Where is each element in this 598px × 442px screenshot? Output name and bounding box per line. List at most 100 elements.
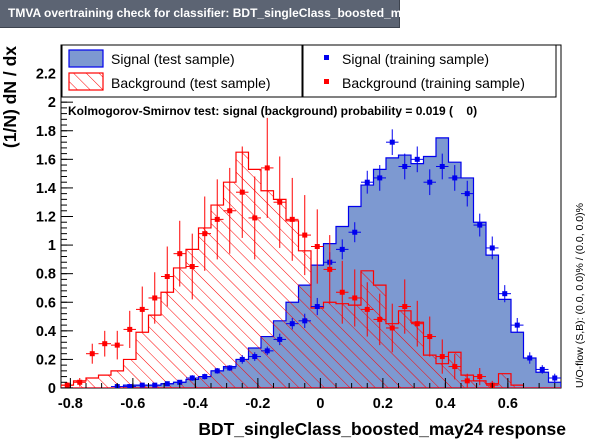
y-tick-label: 1.6 (36, 152, 56, 168)
background-training-point (461, 373, 474, 388)
background-training-point (86, 343, 99, 364)
signal-training-marker (302, 318, 308, 324)
uoflow-text: U/O-flow (S,B): (0.0, 0.0)% / (0.0, 0.0)… (574, 203, 586, 388)
title-box: TMVA overtraining check for classifier: … (0, 0, 428, 28)
background-training-marker (352, 295, 358, 301)
points-layer (61, 117, 561, 388)
background-training-point (373, 293, 386, 346)
x-tick-label: 0.6 (498, 396, 518, 412)
signal-training-point (336, 239, 349, 260)
x-axis-title: BDT_singleClass_boosted_may24 response (198, 419, 566, 439)
background-training-marker (164, 274, 170, 280)
signal-training-marker (489, 245, 495, 251)
y-tick-label: 1.4 (36, 181, 56, 197)
signal-training-marker (189, 375, 195, 381)
background-training-marker (389, 325, 395, 331)
signal-training-marker (352, 229, 358, 235)
legend-label-signal-test: Signal (test sample) (111, 51, 235, 67)
background-training-point (423, 316, 436, 357)
background-training-marker (264, 165, 270, 171)
background-training-point (248, 176, 261, 260)
background-training-point (436, 339, 449, 374)
x-tick-label: -0.4 (183, 396, 208, 412)
background-training-point (311, 209, 324, 284)
signal-training-point (123, 384, 136, 388)
signal-training-point (436, 153, 449, 180)
y-tick-label: 1.2 (36, 210, 56, 226)
signal-training-marker (127, 384, 133, 388)
signal-training-marker (527, 355, 533, 361)
background-training-point (348, 269, 361, 327)
signal-training-marker (227, 365, 233, 371)
x-tick-label: 0 (316, 396, 324, 412)
background-training-marker (302, 232, 308, 238)
background-training-marker (289, 216, 295, 222)
background-training-marker (464, 378, 470, 384)
background-training-marker (152, 295, 158, 301)
background-training-point (273, 156, 286, 248)
signal-training-marker (377, 175, 383, 181)
background-training-marker (439, 354, 445, 360)
background-training-marker (252, 215, 258, 221)
background-training-marker (89, 351, 95, 357)
signal-training-point (223, 365, 236, 371)
ks-test-text: Kolmogorov-Smirnov test: signal (backgro… (68, 104, 477, 118)
background-training-marker (127, 326, 133, 332)
signal-training-point (536, 365, 549, 374)
legend-swatch-signal-test (68, 49, 104, 68)
background-training-point (136, 286, 149, 333)
background-training-marker (239, 189, 245, 195)
signal-training-point (398, 153, 411, 180)
signal-training-point (423, 169, 436, 196)
signal-training-marker (277, 336, 283, 342)
background-training-marker (214, 216, 220, 222)
y-tick-label: 0.8 (36, 267, 56, 283)
signal-training-point (461, 180, 474, 207)
background-training-point (411, 300, 424, 347)
legend-box-training (302, 44, 557, 98)
background-training-point (398, 279, 411, 334)
background-training-point (386, 303, 399, 353)
background-training-marker (202, 231, 208, 237)
signal-training-point (348, 222, 361, 243)
background-training-point (298, 195, 311, 276)
signal-training-point (148, 382, 161, 388)
background-training-point (261, 117, 274, 218)
signal-training-marker (264, 348, 270, 354)
signal-training-marker (414, 156, 420, 162)
background-training-point (211, 179, 224, 260)
background-training-marker (427, 334, 433, 340)
signal-training-marker (252, 354, 258, 360)
background-training-point (323, 235, 336, 304)
background-training-marker (452, 364, 458, 370)
background-training-point (173, 220, 186, 287)
x-tick-label: -0.2 (245, 396, 270, 412)
background-training-point (98, 330, 111, 357)
signal-training-marker (514, 322, 520, 328)
y-tick-label: 2 (48, 95, 56, 111)
background-training-marker (77, 379, 83, 385)
signal-training-marker (214, 368, 220, 374)
signal-training-point (548, 373, 561, 383)
signal-training-point (448, 165, 461, 191)
background-training-point (73, 377, 86, 387)
signal-training-marker (364, 179, 370, 185)
background-training-marker (277, 199, 283, 205)
signal-training-point (248, 352, 261, 361)
signal-training-marker (339, 246, 345, 252)
chart-title: TMVA overtraining check for classifier: … (8, 6, 429, 20)
background-training-point (236, 146, 249, 238)
y-tick-label: 0 (48, 381, 56, 397)
signal-training-marker (402, 163, 408, 169)
signal-training-point (298, 313, 311, 328)
signal-training-point (211, 367, 224, 374)
signal-training-point (523, 352, 536, 364)
signal-training-point (511, 317, 524, 333)
signal-training-point (161, 381, 174, 387)
y-tick-label: 1.8 (36, 124, 56, 140)
background-training-marker (64, 382, 70, 388)
background-training-marker (364, 306, 370, 312)
background-training-marker (402, 304, 408, 310)
background-training-marker (189, 264, 195, 270)
signal-training-point (198, 373, 211, 380)
